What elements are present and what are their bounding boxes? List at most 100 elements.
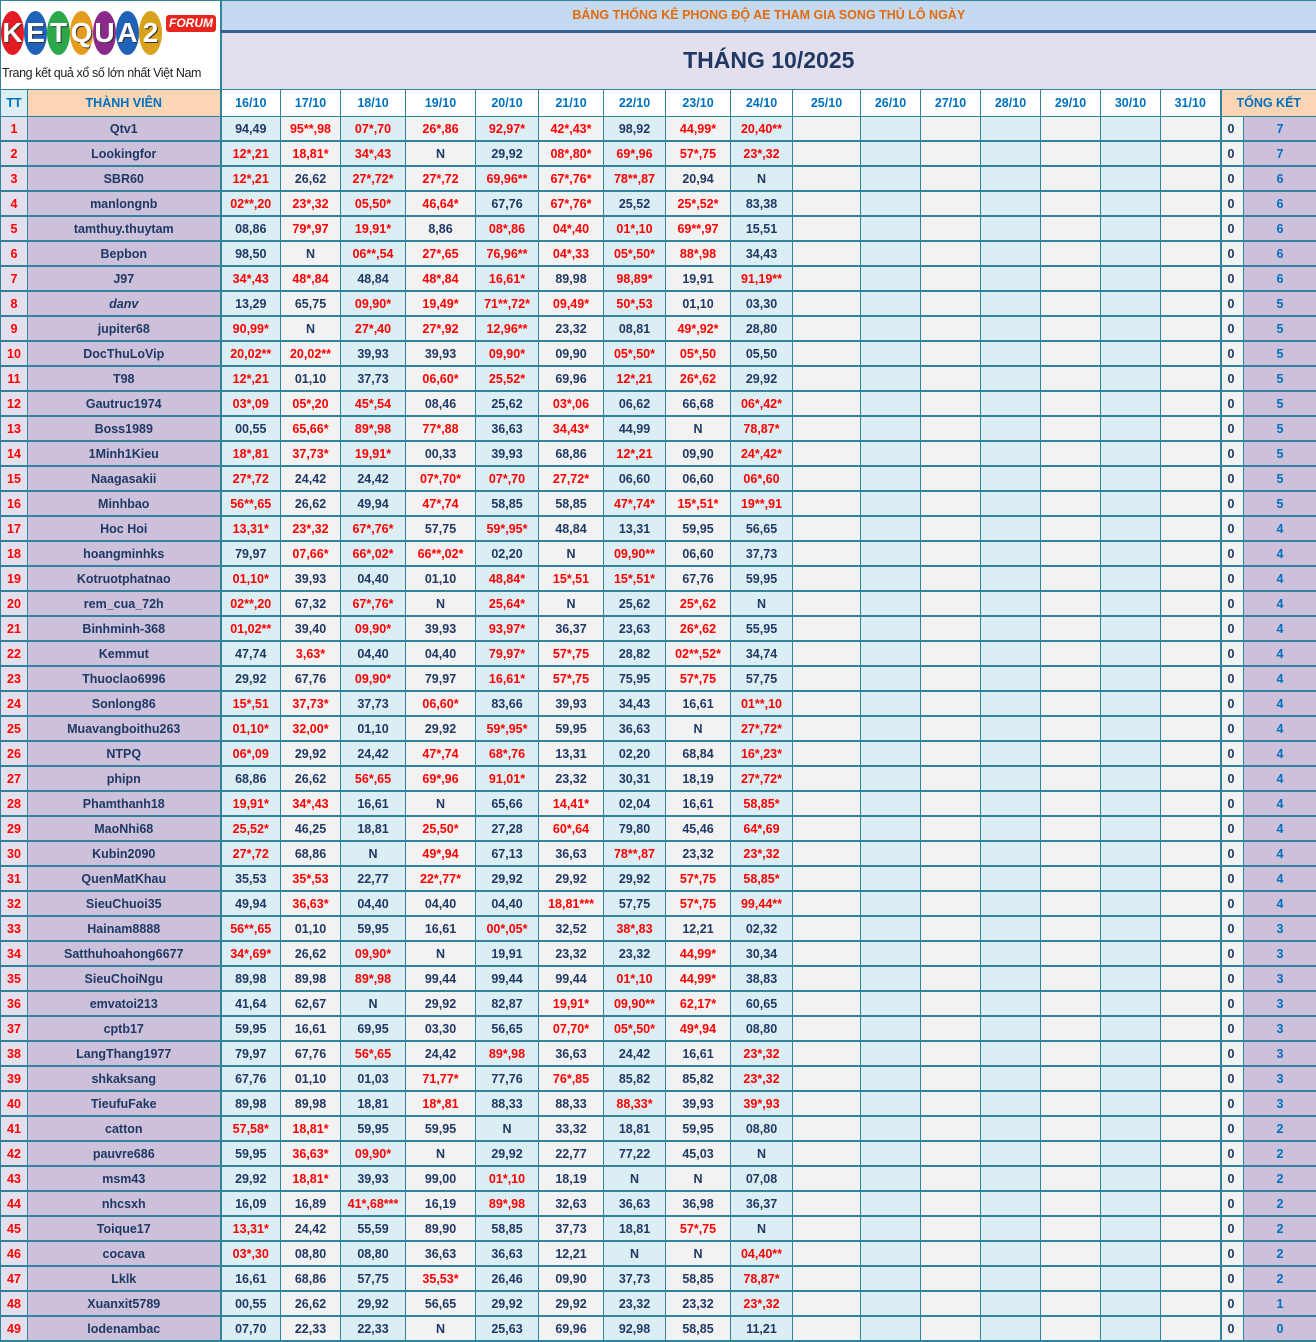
miss-count: 0 (1219, 990, 1244, 1017)
member-name[interactable]: shkaksang (27, 1065, 222, 1092)
empty-cell (792, 990, 861, 1017)
member-name[interactable]: Kemmut (27, 640, 222, 667)
member-name[interactable]: Xuanxit5789 (27, 1290, 222, 1317)
member-name[interactable]: manlongnb (27, 190, 222, 217)
member-name[interactable]: rem_cua_72h (27, 590, 222, 617)
member-name[interactable]: lodenambac (27, 1315, 222, 1342)
member-name[interactable]: Minhbao (27, 490, 222, 517)
pick-cell: 34,43 (730, 240, 793, 267)
member-name[interactable]: emvatoi213 (27, 990, 222, 1017)
member-name[interactable]: Hoc Hoi (27, 515, 222, 542)
row-number: 31 (0, 865, 28, 892)
pick-cell: 09,90* (340, 1140, 406, 1167)
pick-cell: 15,51 (730, 215, 793, 242)
member-name[interactable]: Lookingfor (27, 140, 222, 167)
member-row: 32 SieuChuoi35 49,94 36,63* 04,40 04,40 04,40 1… (0, 890, 1316, 917)
member-name[interactable]: cocava (27, 1240, 222, 1267)
member-name[interactable]: danv (27, 290, 222, 317)
pick-cell: 55,59 (340, 1215, 406, 1242)
empty-cell (980, 440, 1041, 467)
col-header-date: 27/10 (920, 89, 981, 117)
row-number: 45 (0, 1215, 28, 1242)
pick-cell: 27*,40 (340, 315, 406, 342)
pick-cell: 14,41* (538, 790, 604, 817)
empty-cell (920, 990, 981, 1017)
pick-cell: 60,65 (730, 990, 793, 1017)
empty-cell (920, 865, 981, 892)
pick-cell: 29,92 (475, 1290, 539, 1317)
member-name[interactable]: nhcsxh (27, 1190, 222, 1217)
member-name[interactable]: hoangminhks (27, 540, 222, 567)
pick-cell: 39,93 (665, 1090, 731, 1117)
member-row: 9 jupiter68 90,99* N 27*,40 27*,92 12,96** 23,3… (0, 315, 1316, 342)
member-name[interactable]: MaoNhi68 (27, 815, 222, 842)
hit-total: 4 (1242, 515, 1316, 542)
empty-cell (920, 215, 981, 242)
member-name[interactable]: SieuChoiNgu (27, 965, 222, 992)
member-name[interactable]: Qtv1 (27, 116, 222, 142)
member-name[interactable]: Gautruc1974 (27, 390, 222, 417)
member-name[interactable]: Toique17 (27, 1215, 222, 1242)
member-name[interactable]: catton (27, 1115, 222, 1142)
col-header-date: 26/10 (860, 89, 921, 117)
member-name[interactable]: SieuChuoi35 (27, 890, 222, 917)
member-name[interactable]: Kubin2090 (27, 840, 222, 867)
member-name[interactable]: Phamthanh18 (27, 790, 222, 817)
empty-cell (860, 940, 921, 967)
member-name[interactable]: Binhminh-368 (27, 615, 222, 642)
empty-cell (860, 415, 921, 442)
member-name[interactable]: 1Minh1Kieu (27, 440, 222, 467)
member-name[interactable]: Hainam8888 (27, 915, 222, 942)
empty-cell (1160, 265, 1221, 292)
pick-cell: 57*,75 (665, 665, 731, 692)
member-name[interactable]: SBR60 (27, 165, 222, 192)
member-name[interactable]: Kotruotphatnao (27, 565, 222, 592)
member-name[interactable]: Satthuhoahong6677 (27, 940, 222, 967)
member-name[interactable]: Lklk (27, 1265, 222, 1292)
member-name[interactable]: QuenMatKhau (27, 865, 222, 892)
hit-total: 5 (1242, 390, 1316, 417)
pick-cell: 22*,77* (405, 865, 476, 892)
member-name[interactable]: jupiter68 (27, 315, 222, 342)
pick-cell: 58,85 (475, 490, 539, 517)
member-name[interactable]: Boss1989 (27, 415, 222, 442)
member-name[interactable]: msm43 (27, 1165, 222, 1192)
empty-cell (1160, 116, 1221, 142)
member-row: 16 Minhbao 56**,65 26,62 49,94 47*,74 58,85 58,… (0, 490, 1316, 517)
pick-cell: 06*,09 (220, 740, 281, 767)
pick-cell: 01,10 (280, 365, 341, 392)
member-name[interactable]: cptb17 (27, 1015, 222, 1042)
member-name[interactable]: Sonlong86 (27, 690, 222, 717)
pick-cell: 28,80 (730, 315, 793, 342)
member-name[interactable]: Thuoclao6996 (27, 665, 222, 692)
pick-cell: N (730, 1215, 793, 1242)
row-number: 33 (0, 915, 28, 942)
member-row: 14 1Minh1Kieu 18*,81 37,73* 19,91* 00,33 39,93… (0, 440, 1316, 467)
pick-cell: 36,63 (475, 1240, 539, 1267)
member-row: 29 MaoNhi68 25,52* 46,25 18,81 25,50* 27,28 60*… (0, 815, 1316, 842)
member-name[interactable]: DocThuLoVip (27, 340, 222, 367)
member-name[interactable]: TieufuFake (27, 1090, 222, 1117)
member-name[interactable]: J97 (27, 265, 222, 292)
pick-cell: 23*,32 (280, 190, 341, 217)
member-name[interactable]: NTPQ (27, 740, 222, 767)
member-name[interactable]: phipn (27, 765, 222, 792)
empty-cell (1040, 440, 1101, 467)
pick-cell: 26*,62 (665, 365, 731, 392)
member-name[interactable]: Muavangboithu263 (27, 715, 222, 742)
col-header-date: 22/10 (603, 89, 666, 117)
member-name[interactable]: tamthuy.thuytam (27, 215, 222, 242)
member-row: 20 rem_cua_72h 02**,20 67,32 67*,76* N 25,64* N… (0, 590, 1316, 617)
member-name[interactable]: Naagasakii (27, 465, 222, 492)
empty-cell (1100, 990, 1161, 1017)
pick-cell: 65,75 (280, 290, 341, 317)
row-number: 5 (0, 215, 28, 242)
pick-cell: 12,96** (475, 315, 539, 342)
member-name[interactable]: LangThang1977 (27, 1040, 222, 1067)
member-name[interactable]: T98 (27, 365, 222, 392)
member-name[interactable]: pauvre686 (27, 1140, 222, 1167)
pick-cell: 19,91* (340, 440, 406, 467)
pick-cell: 34,43 (603, 690, 666, 717)
member-name[interactable]: Bepbon (27, 240, 222, 267)
